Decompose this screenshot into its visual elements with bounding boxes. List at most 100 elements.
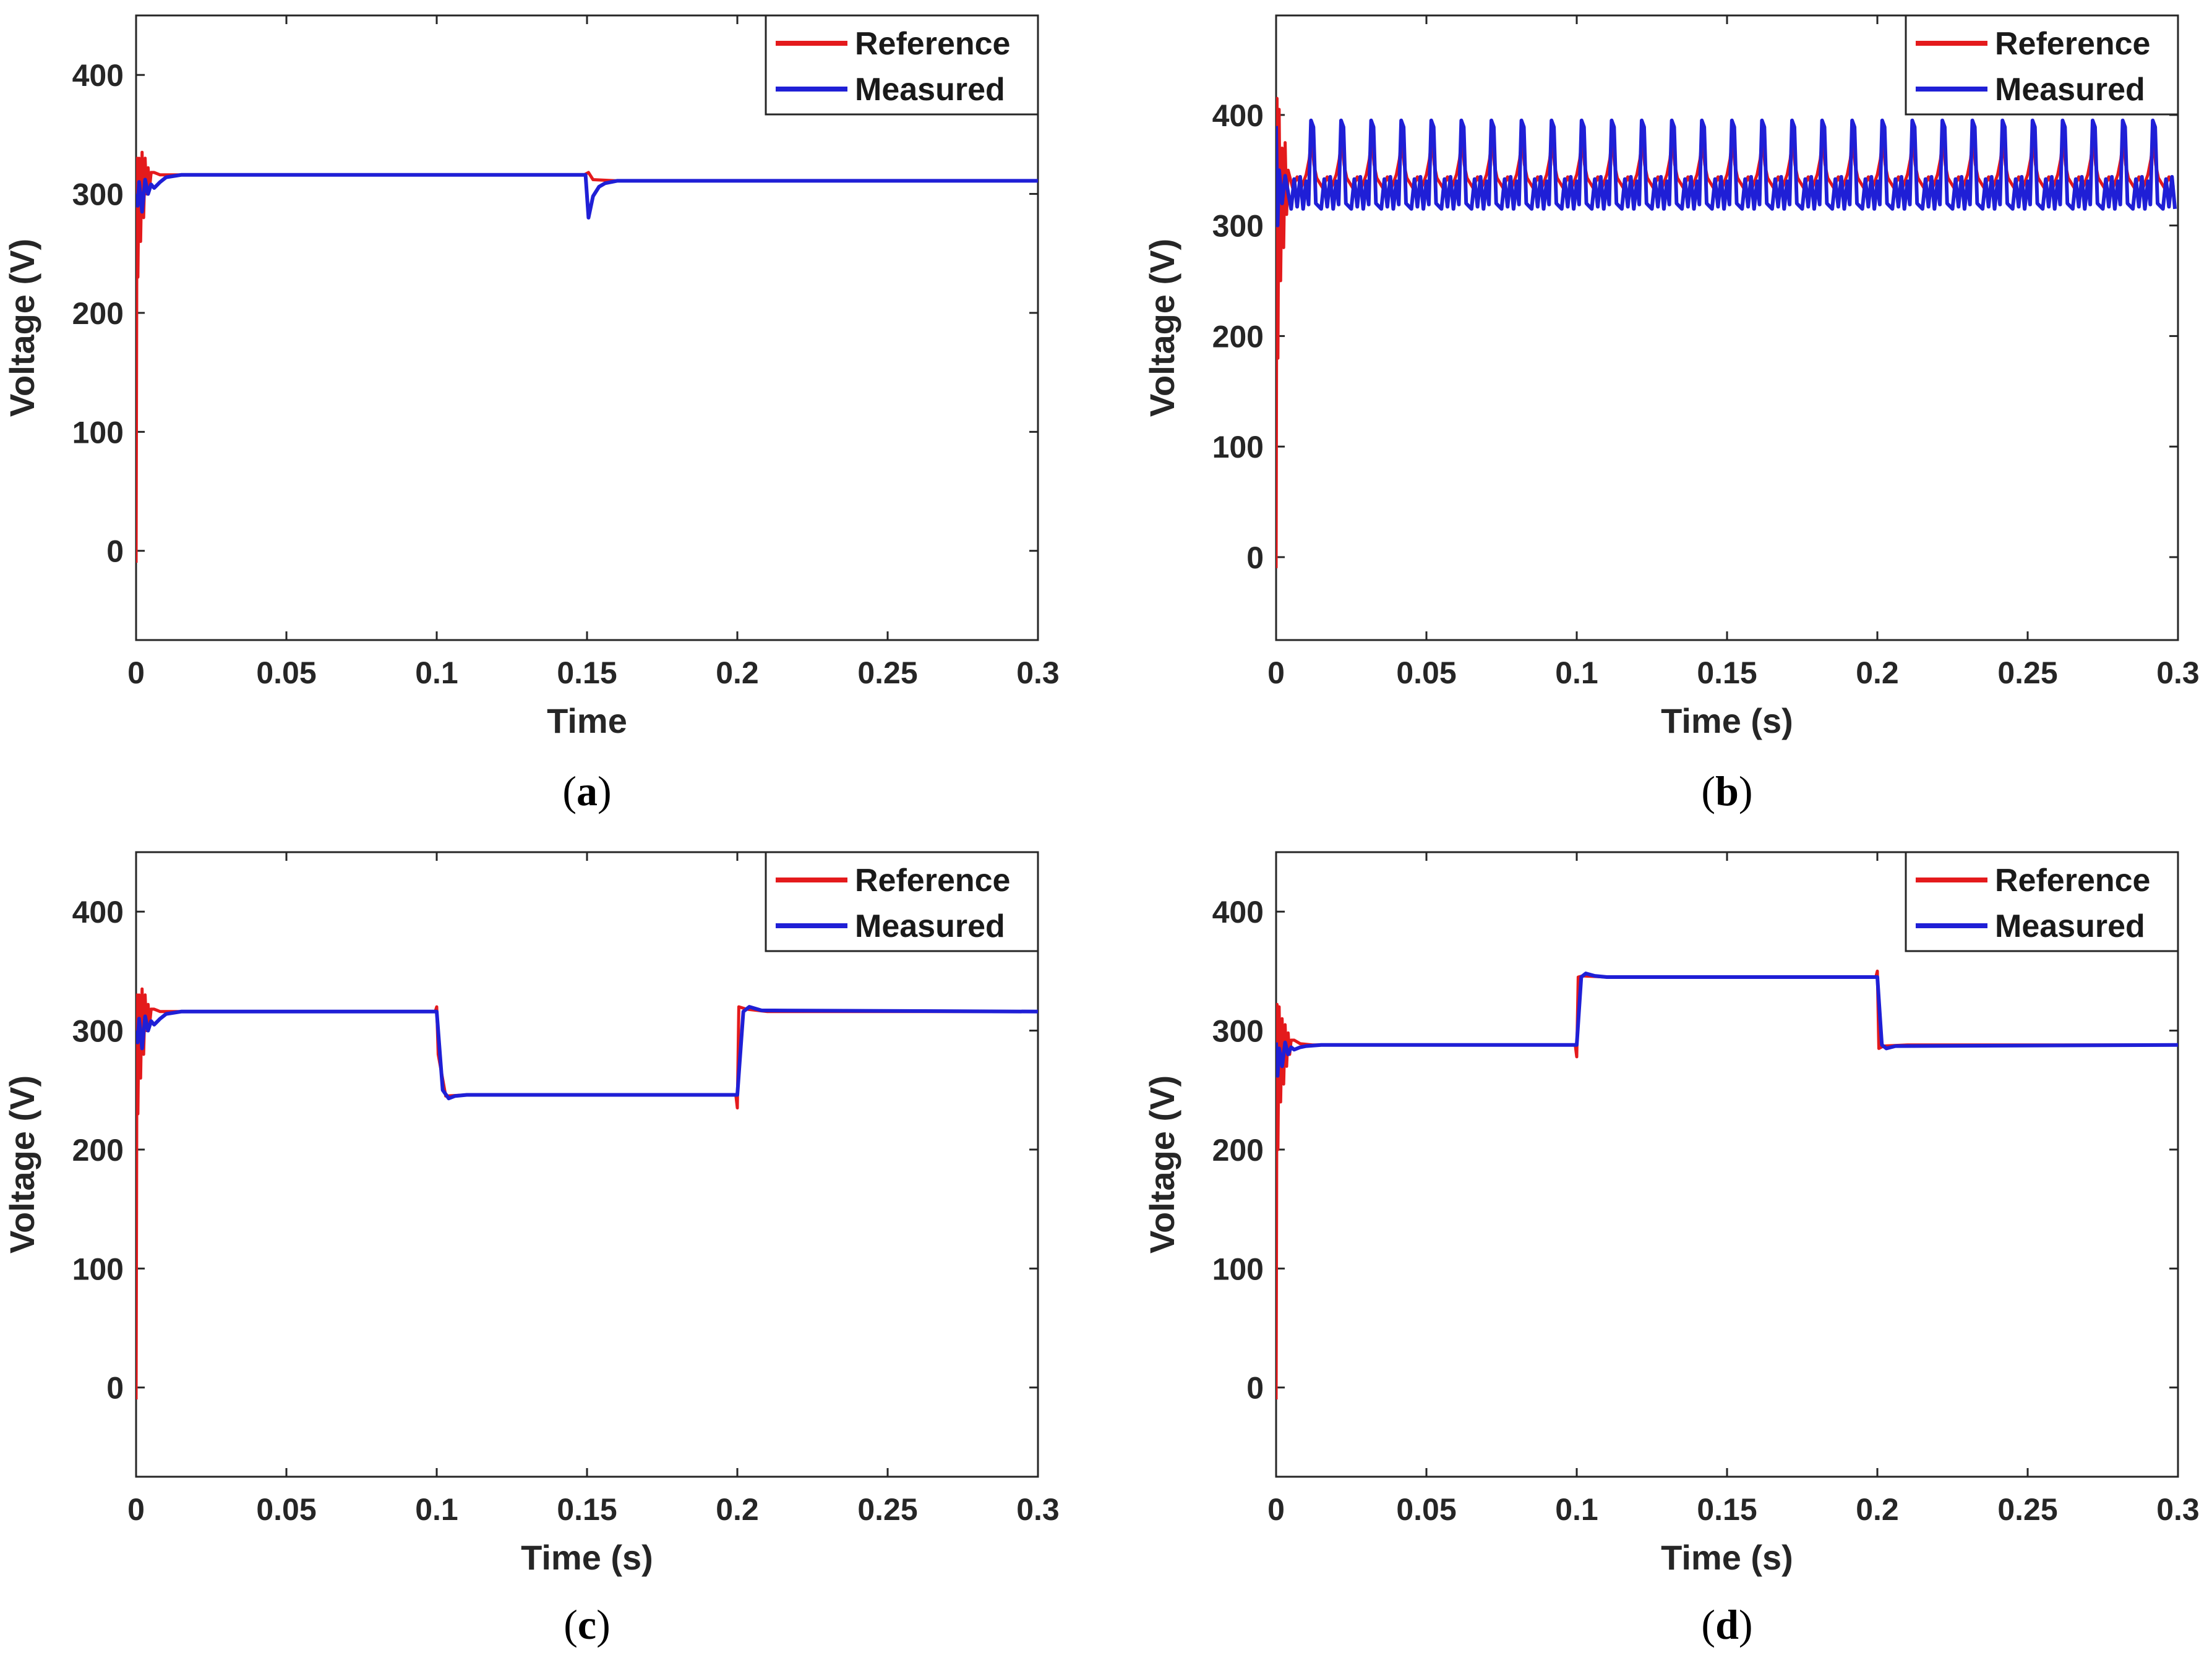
y-axis-label: Voltage (V) xyxy=(1142,239,1181,417)
y-axis-label: Voltage (V) xyxy=(2,239,41,417)
x-tick-label: 0.25 xyxy=(857,1492,917,1527)
y-tick-label: 400 xyxy=(1212,895,1264,929)
x-tick-label: 0.05 xyxy=(256,656,316,690)
y-tick-label: 300 xyxy=(72,1014,124,1049)
y-tick-label: 100 xyxy=(72,1252,124,1286)
plot-area xyxy=(135,851,1039,1478)
panel-caption: (a) xyxy=(562,767,611,814)
series-line-measured xyxy=(136,173,1038,220)
panel-caption: (b) xyxy=(1701,767,1752,814)
caption-letter: c xyxy=(578,1601,596,1648)
caption-close: ) xyxy=(598,767,612,814)
caption-close: ) xyxy=(1739,767,1753,814)
chart-panel-d: 0 0.05 0.1 0.15 0.2 0.25 0.3 0 100 200 300 400 Time … xyxy=(1142,851,2200,1648)
x-tick-label: 0.15 xyxy=(1697,656,1757,690)
series-line-measured xyxy=(1276,118,2177,228)
x-tick-label: 0.3 xyxy=(2156,1492,2200,1527)
caption-open: ( xyxy=(1701,1601,1715,1648)
y-tick-label: 0 xyxy=(1246,540,1264,575)
series-line-measured xyxy=(136,1005,1038,1101)
y-tick-label: 0 xyxy=(106,534,124,569)
x-tick-label: 0.05 xyxy=(256,1492,316,1527)
x-tick-label: 0.25 xyxy=(1997,656,2057,690)
plot-area xyxy=(1275,851,2179,1478)
y-tick-label: 300 xyxy=(1212,209,1264,244)
y-tick-label: 200 xyxy=(1212,319,1264,354)
legend-label: Reference xyxy=(1995,26,2150,62)
caption-open: ( xyxy=(562,767,577,814)
y-tick-label: 200 xyxy=(72,1133,124,1168)
series-group xyxy=(136,987,1038,1400)
x-tick-label: 0.15 xyxy=(557,656,617,690)
caption-open: ( xyxy=(564,1601,578,1648)
legend-label: Measured xyxy=(855,72,1005,108)
y-tick-label: 400 xyxy=(1212,98,1264,133)
y-tick-label: 100 xyxy=(1212,1252,1264,1286)
x-tick-label: 0.25 xyxy=(1997,1492,2057,1527)
x-tick-label: 0.3 xyxy=(2156,656,2200,690)
chart-panel-a: 0 0.05 0.1 0.15 0.2 0.25 0.3 0 100 200 300 400 Time V… xyxy=(2,14,1060,814)
panel-caption: (c) xyxy=(564,1601,611,1648)
y-tick-label: 200 xyxy=(1212,1133,1264,1168)
x-tick-label: 0.25 xyxy=(857,656,917,690)
x-tick-label: 0.1 xyxy=(415,656,458,690)
y-tick-label: 0 xyxy=(106,1371,124,1406)
x-tick-label: 0.3 xyxy=(1016,656,1060,690)
legend-box xyxy=(765,14,1039,116)
x-tick-label: 0.2 xyxy=(1856,1492,1899,1527)
panel-caption: (d) xyxy=(1701,1601,1752,1648)
legend: Reference Measured xyxy=(765,851,1039,952)
y-tick-label: 100 xyxy=(72,415,124,450)
legend-label: Reference xyxy=(1995,863,2150,899)
y-tick-label: 400 xyxy=(72,58,124,93)
x-tick-label: 0 xyxy=(1267,656,1285,690)
x-tick-label: 0 xyxy=(127,1492,145,1527)
series-group xyxy=(1276,969,2178,1400)
series-line-reference xyxy=(1276,969,2178,1400)
x-tick-label: 0.3 xyxy=(1016,1492,1060,1527)
y-tick-label: 100 xyxy=(1212,430,1264,464)
series-group xyxy=(1276,96,2177,568)
chart-panel-b: 0 0.05 0.1 0.15 0.2 0.25 0.3 0 100 200 300 400 Time … xyxy=(1142,14,2200,814)
legend-label: Measured xyxy=(1995,908,2145,944)
legend-label: Reference xyxy=(855,863,1010,899)
caption-letter: b xyxy=(1715,767,1739,814)
legend: Reference Measured xyxy=(1905,14,2179,116)
x-tick-label: 0.05 xyxy=(1396,1492,1456,1527)
plot-area xyxy=(135,14,1039,641)
series-line-measured xyxy=(1276,972,2178,1078)
legend-box xyxy=(1905,14,2179,116)
legend-box xyxy=(1905,851,2179,952)
x-axis-label: Time (s) xyxy=(1661,701,1793,740)
chart-panel-c: 0 0.05 0.1 0.15 0.2 0.25 0.3 0 100 200 300 400 Time … xyxy=(2,851,1060,1648)
x-tick-label: 0.1 xyxy=(1555,1492,1598,1527)
series-group xyxy=(136,150,1038,563)
y-axis-label: Voltage (V) xyxy=(1142,1075,1181,1253)
x-tick-label: 0 xyxy=(127,656,145,690)
caption-open: ( xyxy=(1701,767,1715,814)
x-tick-label: 0.2 xyxy=(716,656,759,690)
y-tick-label: 200 xyxy=(72,296,124,331)
plot-area xyxy=(1275,14,2179,641)
legend-label: Measured xyxy=(1995,72,2145,108)
caption-letter: d xyxy=(1715,1601,1739,1648)
y-tick-label: 300 xyxy=(1212,1014,1264,1049)
x-tick-label: 0 xyxy=(1267,1492,1285,1527)
x-tick-label: 0.15 xyxy=(557,1492,617,1527)
x-tick-label: 0.2 xyxy=(716,1492,759,1527)
x-tick-label: 0.2 xyxy=(1856,656,1899,690)
y-tick-label: 0 xyxy=(1246,1371,1264,1406)
legend-box xyxy=(765,851,1039,952)
x-axis-label: Time xyxy=(547,701,627,740)
legend-label: Reference xyxy=(855,26,1010,62)
y-axis-label: Voltage (V) xyxy=(2,1075,41,1253)
caption-letter: a xyxy=(577,767,598,814)
legend: Reference Measured xyxy=(1905,851,2179,952)
legend-label: Measured xyxy=(855,908,1005,944)
x-tick-label: 0.1 xyxy=(1555,656,1598,690)
x-tick-label: 0.05 xyxy=(1396,656,1456,690)
x-tick-label: 0.15 xyxy=(1697,1492,1757,1527)
x-axis-label: Time (s) xyxy=(521,1538,653,1577)
caption-close: ) xyxy=(596,1601,611,1648)
